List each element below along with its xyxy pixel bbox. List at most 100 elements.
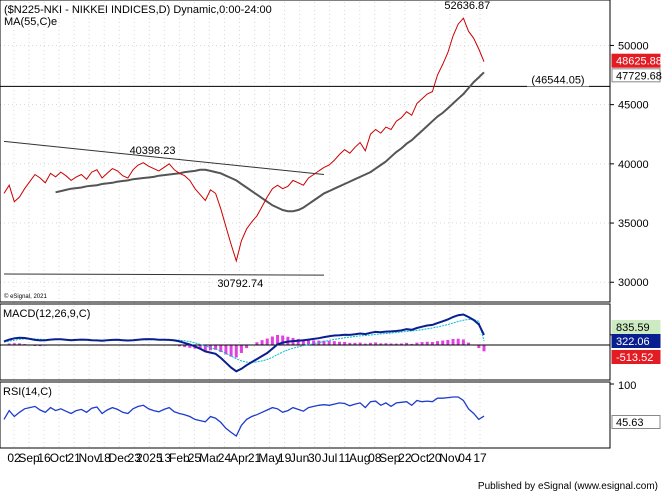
x-tick-label: Oct <box>411 451 430 465</box>
last-price-tag-bg <box>611 53 661 68</box>
trendline <box>3 140 325 175</box>
histogram-bar <box>312 340 316 346</box>
histogram-bar <box>451 338 455 346</box>
x-tick-label: 22 <box>398 451 412 465</box>
rsi-legend: RSI(14,C) <box>3 386 52 398</box>
signal-value-tag-bg <box>611 334 661 348</box>
histogram-bar <box>301 339 305 346</box>
x-tick-label: Dec <box>109 451 130 465</box>
x-tick-label: 08 <box>368 451 382 465</box>
price-tick-label: 50000 <box>618 40 649 52</box>
macd-value-tag: 835.59 <box>616 322 650 334</box>
rsi-panel: RSI(14,C) 100 45.63 <box>0 380 661 449</box>
histogram-bar <box>410 343 414 346</box>
histogram-bar <box>270 336 274 346</box>
histogram-bar <box>281 335 285 346</box>
x-tick-label: 30 <box>308 451 322 465</box>
histogram-bar <box>188 345 192 348</box>
histogram-bar <box>245 345 249 349</box>
x-tick-label: Apr <box>230 451 249 465</box>
macd-panel-frame <box>0 303 611 381</box>
rsi-panel-frame <box>0 381 611 449</box>
x-tick-label: May <box>258 451 281 465</box>
histogram-bar <box>343 342 347 346</box>
histogram-bar <box>327 340 331 346</box>
price-tick-label: 40000 <box>618 159 649 171</box>
histogram-bar <box>420 342 424 346</box>
histogram-bar <box>214 345 218 350</box>
x-tick-label: Jul <box>322 451 337 465</box>
x-tick-label: Sep <box>379 451 401 465</box>
rsi-series <box>3 396 485 437</box>
price-tick-label: 30000 <box>618 277 649 289</box>
trendlines <box>3 140 325 276</box>
last-price-tag: 48625.88 <box>616 56 662 68</box>
histogram-bar <box>461 339 465 346</box>
macd-series <box>3 313 485 373</box>
price-axis: 30000 35000 40000 45000 50000 48625.88 47729.6… <box>610 40 662 289</box>
histogram-bar <box>358 342 362 346</box>
histogram-bar <box>265 338 269 346</box>
x-tick-label: 18 <box>98 451 112 465</box>
histogram-value-tag: -513.52 <box>616 352 653 364</box>
price-value-labels: 52636.87 40398.23 30792.74 <box>130 0 491 290</box>
trendline <box>3 273 325 276</box>
footer-credit: Published by eSignal (www.esignal.com) <box>477 481 658 492</box>
x-tick-label: 17 <box>473 451 487 465</box>
histogram-bar <box>441 340 445 346</box>
histogram-bar <box>389 343 393 346</box>
last-ma-tag: 47729.68 <box>616 70 662 82</box>
price-value-label: 30792.74 <box>217 278 263 290</box>
macd-histogram <box>2 334 486 358</box>
grid <box>0 2 610 448</box>
chart-title: ($N225-NKI - NIKKEI INDICES,D) Dynamic,0… <box>4 4 272 16</box>
histogram-bar <box>456 338 460 346</box>
histogram-bar <box>415 342 419 346</box>
x-tick-label: Nov <box>78 451 99 465</box>
histogram-bar <box>219 345 223 353</box>
histogram-bar <box>322 340 326 346</box>
watermark: © eSignal, 2021 <box>4 293 47 300</box>
histogram-bar <box>446 339 450 346</box>
histogram-bar <box>394 343 398 346</box>
x-tick-label: Feb <box>169 451 190 465</box>
histogram-bar <box>467 342 471 346</box>
macd-axis: 835.59 322.06 -513.52 <box>610 320 661 364</box>
macd-panel: MACD(12,26,9,C) 835.59 322.06 -513.52 <box>0 303 661 381</box>
support-label-bg <box>527 73 589 87</box>
x-tick-label: Aug <box>349 451 370 465</box>
price-panel: (46544.05) 52636.87 40398.23 30792.74 ($N2… <box>0 0 662 303</box>
histogram-bar <box>229 345 233 357</box>
histogram-value-tag-bg <box>611 350 661 364</box>
x-tick-label: 19 <box>278 451 292 465</box>
x-tick-label: 16 <box>37 451 51 465</box>
histogram-bar <box>332 341 336 346</box>
histogram-bar <box>38 345 42 347</box>
x-tick-label: 23 <box>128 451 142 465</box>
x-tick-label: 2025 <box>136 451 163 465</box>
histogram-bar <box>337 341 341 346</box>
histogram-bar <box>363 343 367 346</box>
macd-signal-series <box>3 318 485 363</box>
ma-legend: MA(55,C)e <box>4 16 57 28</box>
x-tick-label: Nov <box>439 451 460 465</box>
histogram-bar <box>198 345 202 350</box>
histogram-bar <box>353 342 357 346</box>
support-label: (46544.05) <box>531 74 584 86</box>
histogram-bar <box>276 334 280 346</box>
histogram-bar <box>368 342 372 346</box>
x-tick-label: 25 <box>188 451 202 465</box>
x-tick-label: Mar <box>199 451 220 465</box>
signal-value-tag: 322.06 <box>616 336 650 348</box>
histogram-bar <box>430 342 434 346</box>
histogram-bar <box>7 343 11 346</box>
price-value-label: 40398.23 <box>130 145 176 157</box>
x-tick-label: 04 <box>458 451 472 465</box>
histogram-bar <box>384 343 388 346</box>
macd-legend: MACD(12,26,9,C) <box>3 308 90 320</box>
histogram-bar <box>12 343 16 346</box>
histogram-bar <box>203 345 207 351</box>
x-tick-label: Jun <box>290 451 309 465</box>
